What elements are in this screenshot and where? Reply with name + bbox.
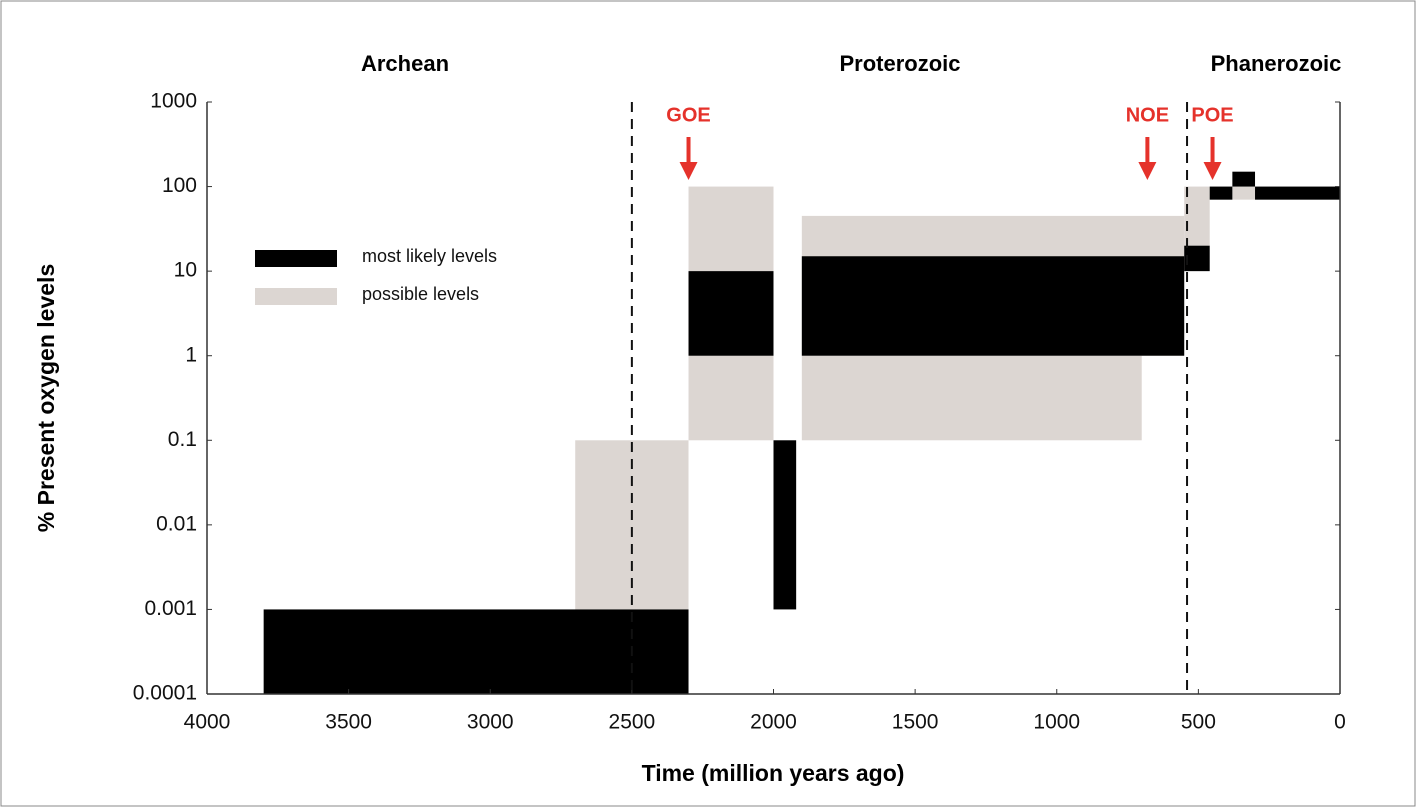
annotation: POE (1191, 104, 1233, 126)
arrow-head (679, 162, 698, 180)
era-label: Proterozoic (839, 51, 960, 76)
range-bar (263, 609, 689, 694)
x-tick-label: 3000 (467, 711, 514, 734)
range-bar (688, 271, 774, 356)
annotation: GOE (666, 104, 710, 126)
x-tick-label: 1500 (892, 711, 939, 734)
range-bar (1232, 186, 1256, 200)
x-tick-label: 2500 (609, 711, 656, 734)
y-tick-label: 100 (162, 174, 197, 197)
x-tick-label: 3500 (325, 711, 372, 734)
era-label: Phanerozoic (1211, 51, 1342, 76)
range-bar (773, 440, 797, 610)
legend-swatch (255, 250, 337, 267)
x-axis-title: Time (million years ago) (642, 760, 905, 786)
y-tick-label: 10 (174, 259, 197, 282)
y-tick-label: 1000 (150, 90, 197, 113)
range-bar (801, 355, 1142, 441)
legend-label: most likely levels (362, 246, 497, 266)
x-tick-label: 500 (1181, 711, 1216, 734)
range-bar (1184, 186, 1210, 246)
range-bar (1184, 245, 1210, 272)
range-bar (1232, 171, 1256, 187)
x-tick-label: 1000 (1033, 711, 1080, 734)
x-tick-label: 2000 (750, 711, 797, 734)
y-axis-title: % Present oxygen levels (33, 264, 59, 532)
arrow-head (1203, 162, 1222, 180)
legend-label: possible levels (362, 284, 479, 304)
range-bar (801, 256, 1185, 356)
y-tick-label: 0.0001 (133, 682, 197, 705)
x-tick-label: 4000 (184, 711, 231, 734)
range-bar (1255, 186, 1340, 200)
y-tick-label: 0.1 (168, 428, 197, 451)
y-tick-label: 1 (185, 343, 197, 366)
arrow-head (1138, 162, 1157, 180)
annotation: NOE (1126, 104, 1169, 126)
range-bar (1209, 186, 1233, 200)
y-tick-label: 0.001 (144, 597, 197, 620)
y-tick-label: 0.01 (156, 512, 197, 535)
era-label: Archean (361, 51, 449, 76)
x-tick-label: 0 (1334, 711, 1346, 734)
legend-swatch (255, 288, 337, 305)
